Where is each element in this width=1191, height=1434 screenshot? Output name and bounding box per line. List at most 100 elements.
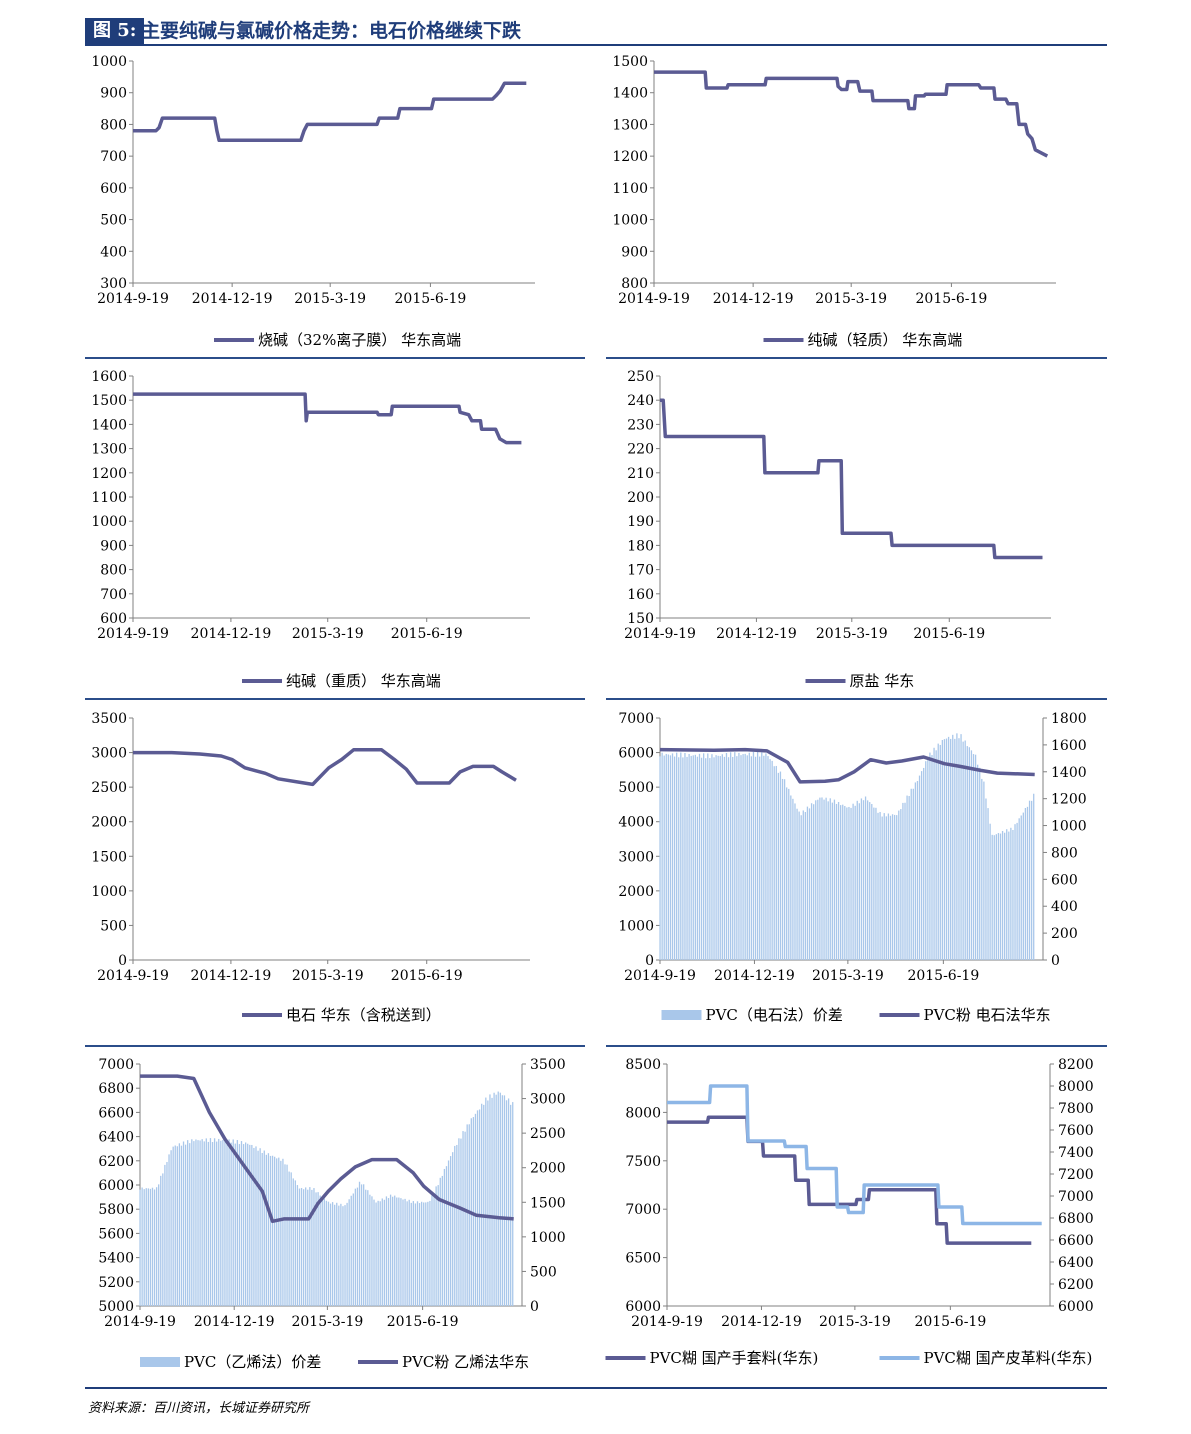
bar xyxy=(761,752,763,960)
y-tick-label: 1000 xyxy=(91,884,127,900)
bar xyxy=(763,755,765,960)
legend-label: PVC糊 国产手套料(华东) xyxy=(650,1349,819,1367)
source-note: 资料来源：百川资讯，长城证券研究所 xyxy=(88,1401,310,1416)
bar xyxy=(474,1113,477,1306)
bar xyxy=(141,1187,143,1306)
bar xyxy=(151,1187,154,1306)
bar xyxy=(952,734,954,960)
bar xyxy=(813,804,815,960)
bar xyxy=(230,1142,232,1306)
bar xyxy=(925,761,927,960)
bar xyxy=(717,755,719,960)
bar xyxy=(910,788,912,960)
bar xyxy=(977,764,979,960)
y-tick-label: 0 xyxy=(645,953,654,969)
y-tick-label: 500 xyxy=(100,213,127,229)
bar xyxy=(278,1157,280,1306)
bar xyxy=(377,1200,379,1306)
bar xyxy=(844,806,846,960)
chart-pvc-paste: 8500 8000 7500 7000 6500 6000 8200 8000 7800 7600… xyxy=(605,1057,1094,1367)
chart-raw-salt: 250 240 230 220 210 200 190 180 170 160 1502014-9-… xyxy=(624,369,1051,690)
bar xyxy=(696,756,699,960)
x-tick-label: 2015-6-19 xyxy=(916,291,988,307)
y-tick-label: 1500 xyxy=(91,393,127,409)
y-tick-label: 1000 xyxy=(91,54,127,70)
figure-number: 图 5: xyxy=(85,18,145,44)
bar xyxy=(1026,806,1029,960)
bar xyxy=(661,752,663,960)
bar xyxy=(873,807,875,960)
bar xyxy=(145,1188,147,1306)
bar xyxy=(659,756,661,960)
bar xyxy=(468,1124,470,1306)
legend-label: PVC粉 电石法华东 xyxy=(924,1006,1051,1024)
bar xyxy=(1012,829,1014,960)
bar xyxy=(912,788,914,960)
x-tick-label: 2014-9-19 xyxy=(624,968,696,984)
x-tick-label: 2014-9-19 xyxy=(104,1314,176,1330)
series-line xyxy=(133,748,517,787)
bar xyxy=(487,1100,489,1306)
bar xyxy=(1033,793,1035,960)
bar xyxy=(769,759,771,960)
chart-pvc-carbide: 7000600050004000300020001000018001600140… xyxy=(618,711,1086,1024)
y-tick-label: 5000 xyxy=(98,1299,134,1315)
bar xyxy=(489,1094,491,1306)
y-tick-label: 5600 xyxy=(98,1226,134,1242)
bar xyxy=(935,750,937,960)
x-tick-label: 2014-9-19 xyxy=(631,1314,703,1330)
bar xyxy=(168,1154,170,1306)
bar xyxy=(997,833,1000,960)
bar xyxy=(667,754,670,960)
bar xyxy=(404,1198,406,1306)
bar xyxy=(476,1110,479,1306)
bar xyxy=(164,1164,166,1306)
bar xyxy=(705,758,707,960)
y-tick-label: 5000 xyxy=(618,780,654,796)
bar xyxy=(848,806,850,960)
bar xyxy=(995,834,997,960)
x-tick-label: 2014-12-19 xyxy=(714,968,795,984)
bar xyxy=(435,1186,437,1306)
bar xyxy=(507,1098,510,1306)
y-tick-label: 220 xyxy=(627,442,654,458)
x-tick-label: 2014-9-19 xyxy=(97,968,169,984)
bar xyxy=(781,778,784,960)
bar xyxy=(725,752,728,960)
bar xyxy=(329,1203,332,1306)
bar xyxy=(305,1187,307,1306)
bar xyxy=(968,747,971,960)
bar xyxy=(406,1201,408,1306)
bar xyxy=(688,754,690,960)
bar xyxy=(425,1202,427,1306)
bar xyxy=(300,1188,303,1306)
bar xyxy=(945,738,948,960)
y2-tick-label: 400 xyxy=(1051,899,1078,915)
chart-panel-pvc-ethylene: 7000 6800 6600 6400 6200 6000 5800 5600 5400 5200… xyxy=(85,1050,585,1385)
y-tick-label: 2500 xyxy=(91,780,127,796)
bar xyxy=(383,1199,386,1306)
bar xyxy=(929,752,931,960)
bar xyxy=(1008,831,1010,960)
bar xyxy=(904,802,906,960)
bar xyxy=(495,1094,497,1306)
bar xyxy=(887,813,890,960)
bar xyxy=(819,797,821,960)
bar xyxy=(1030,800,1033,960)
bar xyxy=(242,1144,245,1306)
bar xyxy=(182,1141,185,1306)
y-tick-label: 800 xyxy=(100,563,127,579)
bar xyxy=(744,753,746,960)
bar xyxy=(408,1199,410,1306)
bar xyxy=(449,1156,452,1306)
x-tick-label: 2015-6-19 xyxy=(391,968,463,984)
bar xyxy=(253,1147,255,1306)
y-tick-label: 170 xyxy=(627,563,654,579)
bar xyxy=(1018,818,1020,960)
y-tick-label: 5400 xyxy=(98,1251,134,1267)
bar xyxy=(443,1168,446,1306)
bar xyxy=(700,757,703,960)
bar xyxy=(987,808,989,960)
y-tick-label: 800 xyxy=(100,117,127,133)
bar xyxy=(742,754,744,960)
